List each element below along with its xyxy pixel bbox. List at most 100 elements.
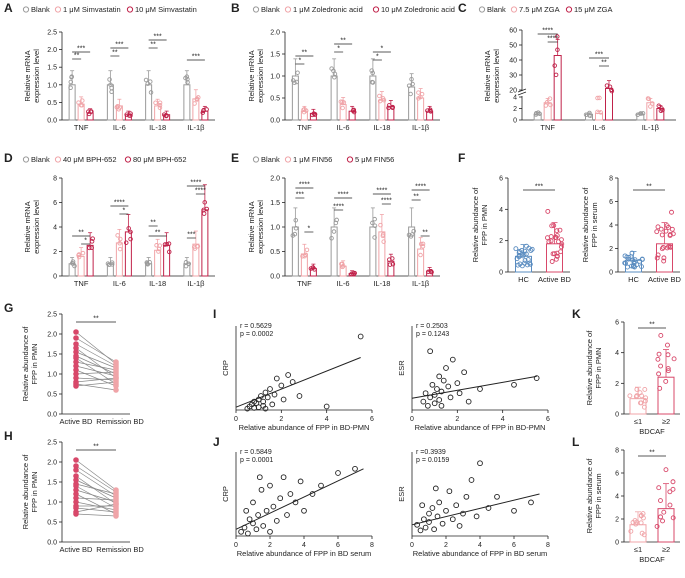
data-point	[157, 100, 163, 106]
data-point	[89, 245, 94, 250]
y-tick-label: 2	[53, 249, 57, 256]
panel-label: G	[4, 301, 13, 315]
legend-marker	[54, 156, 62, 163]
data-point	[143, 77, 149, 83]
significance-label: ****	[333, 204, 344, 211]
bar	[124, 231, 132, 277]
data-point	[107, 77, 112, 82]
paired-line	[75, 381, 117, 387]
data-point	[545, 208, 551, 214]
data-point	[658, 514, 664, 520]
legend-label: 40 μM BPH-652	[63, 155, 117, 164]
y-tick-label: 0.5	[47, 520, 57, 527]
x-tick-label: 0	[234, 416, 238, 423]
data-point	[548, 102, 553, 108]
data-point	[246, 516, 253, 523]
data-point	[420, 244, 426, 249]
data-point	[418, 252, 423, 258]
data-point	[638, 512, 644, 518]
data-point	[633, 394, 639, 400]
data-point	[609, 88, 615, 94]
bar	[417, 97, 425, 121]
data-point	[80, 98, 85, 103]
data-point	[243, 507, 250, 514]
data-point	[465, 398, 472, 405]
data-point	[280, 474, 287, 481]
data-point	[153, 100, 158, 105]
data-point	[251, 405, 257, 411]
significance-label: *	[381, 46, 384, 53]
data-point	[449, 356, 456, 363]
paired-line	[75, 493, 117, 515]
data-point	[113, 387, 119, 393]
y-axis-label: Relative abundance of	[585, 458, 594, 534]
data-point	[637, 258, 643, 264]
x-axis-label: Relative abundance of FPP in BD-PMN	[415, 423, 546, 432]
panel-label: F	[458, 151, 465, 165]
x-category-label: TNF	[297, 279, 312, 288]
data-point	[68, 79, 74, 85]
x-tick-label: 0	[410, 416, 414, 423]
y-axis-label: Relative mRNA	[483, 50, 492, 101]
paired-line	[75, 377, 117, 381]
y-tick-label: 2.0	[270, 176, 280, 183]
legend-marker	[565, 6, 573, 13]
significance-label: **	[649, 322, 655, 329]
significance-label: **	[150, 220, 156, 227]
data-point	[494, 493, 500, 500]
data-point	[655, 252, 661, 258]
significance-label: ***	[535, 184, 543, 191]
data-point	[372, 223, 378, 229]
data-point	[516, 253, 522, 259]
y-tick-label: 6	[615, 320, 619, 327]
data-point	[157, 243, 163, 248]
data-point	[642, 386, 648, 392]
data-point	[351, 107, 357, 113]
data-point	[318, 482, 324, 489]
data-point	[671, 356, 677, 362]
significance-label: **	[93, 444, 99, 451]
y-tick-label: 2	[499, 238, 503, 245]
x-category-label: IL-1β	[187, 279, 205, 288]
data-point	[454, 380, 461, 386]
significance-label: ****	[542, 28, 553, 35]
data-point	[256, 474, 263, 481]
data-point	[76, 252, 82, 257]
y-axis-label: Relative abundance of	[21, 454, 30, 530]
data-point	[270, 503, 277, 510]
data-point	[390, 104, 395, 110]
y-tick-label: 4	[513, 95, 517, 102]
data-point	[654, 255, 660, 261]
data-point	[308, 266, 314, 271]
data-point	[453, 502, 460, 509]
y-tick-label: 0.5	[47, 392, 57, 399]
data-point	[436, 499, 443, 506]
paired-line	[75, 347, 117, 379]
data-point	[278, 382, 285, 389]
data-point	[519, 263, 525, 269]
data-point	[660, 518, 666, 524]
data-point	[88, 109, 94, 115]
data-point	[280, 396, 287, 403]
data-point	[634, 386, 640, 392]
data-point	[658, 108, 664, 114]
x-category-label: IL-18	[149, 123, 166, 132]
legend-label: Blank	[31, 5, 50, 14]
data-point	[156, 249, 161, 254]
legend-marker	[22, 6, 30, 13]
data-point	[642, 398, 648, 404]
y-tick-label: 0.0	[270, 274, 280, 281]
regression-line	[235, 468, 364, 530]
y-tick-label: 1.0	[47, 500, 57, 507]
data-point	[657, 385, 663, 391]
data-point	[661, 255, 667, 261]
data-point	[164, 242, 170, 247]
data-point	[456, 523, 463, 529]
bar	[145, 84, 153, 121]
y-axis-label: expression level	[32, 49, 41, 103]
y-tick-label: 1.5	[47, 480, 57, 487]
data-point	[302, 106, 307, 112]
y-axis-label: FPP in PMN	[30, 471, 39, 512]
y-tick-label: 6	[615, 471, 619, 478]
data-point	[260, 398, 267, 405]
